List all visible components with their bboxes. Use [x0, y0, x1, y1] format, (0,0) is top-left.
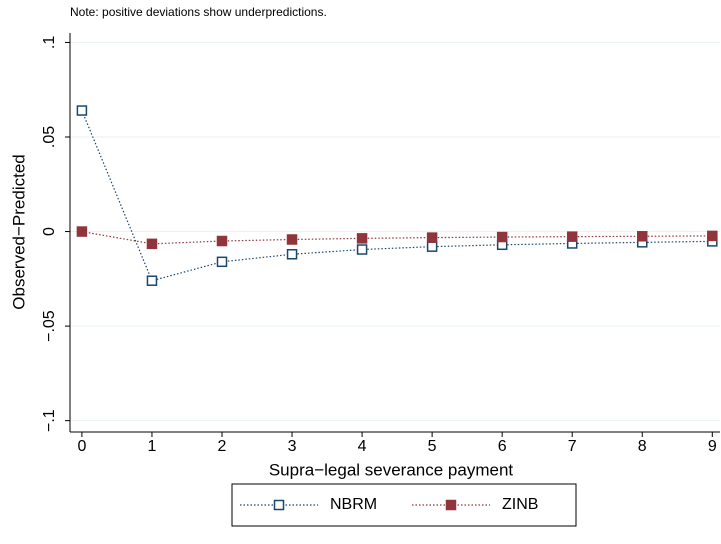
- x-tick-label: 3: [288, 438, 297, 455]
- marker: [286, 234, 298, 245]
- marker: [637, 231, 648, 242]
- y-tick-label: .1: [41, 36, 58, 49]
- y-tick-label: −.05: [41, 310, 58, 342]
- series-line: [81, 230, 713, 245]
- marker: [76, 105, 88, 116]
- x-tick-label: 7: [568, 438, 577, 455]
- x-tick-label: 1: [147, 438, 156, 455]
- marker: [707, 230, 718, 242]
- y-tick-label: 0: [41, 227, 58, 236]
- marker: [496, 231, 508, 243]
- x-tick-label: 9: [708, 438, 717, 455]
- x-tick-label: 2: [218, 438, 227, 455]
- marker: [216, 235, 228, 247]
- x-tick-label: 8: [638, 438, 647, 455]
- x-tick-label: 6: [498, 438, 507, 455]
- x-tick-label: 0: [77, 438, 86, 455]
- marker: [286, 248, 298, 260]
- marker: [76, 226, 88, 237]
- marker: [356, 233, 368, 244]
- marker: [146, 275, 158, 286]
- marker: [426, 232, 438, 243]
- marker: [566, 231, 578, 242]
- legend-label: ZINB: [502, 496, 538, 513]
- marker: [146, 238, 158, 250]
- x-tick-label: 5: [428, 438, 437, 455]
- y-axis-title: Observed−Predicted: [9, 154, 28, 309]
- legend-marker: [273, 499, 285, 511]
- x-tick-label: 4: [358, 438, 367, 455]
- marker: [216, 256, 228, 268]
- x-axis-title: Supra−legal severance payment: [269, 460, 514, 479]
- marker: [356, 244, 368, 255]
- note: Note: positive deviations show underpred…: [70, 5, 327, 19]
- legend-label: NBRM: [330, 496, 377, 513]
- marker: [426, 241, 438, 252]
- y-tick-label: .05: [41, 126, 58, 148]
- legend-marker: [445, 499, 457, 511]
- y-tick-label: −.1: [41, 409, 58, 432]
